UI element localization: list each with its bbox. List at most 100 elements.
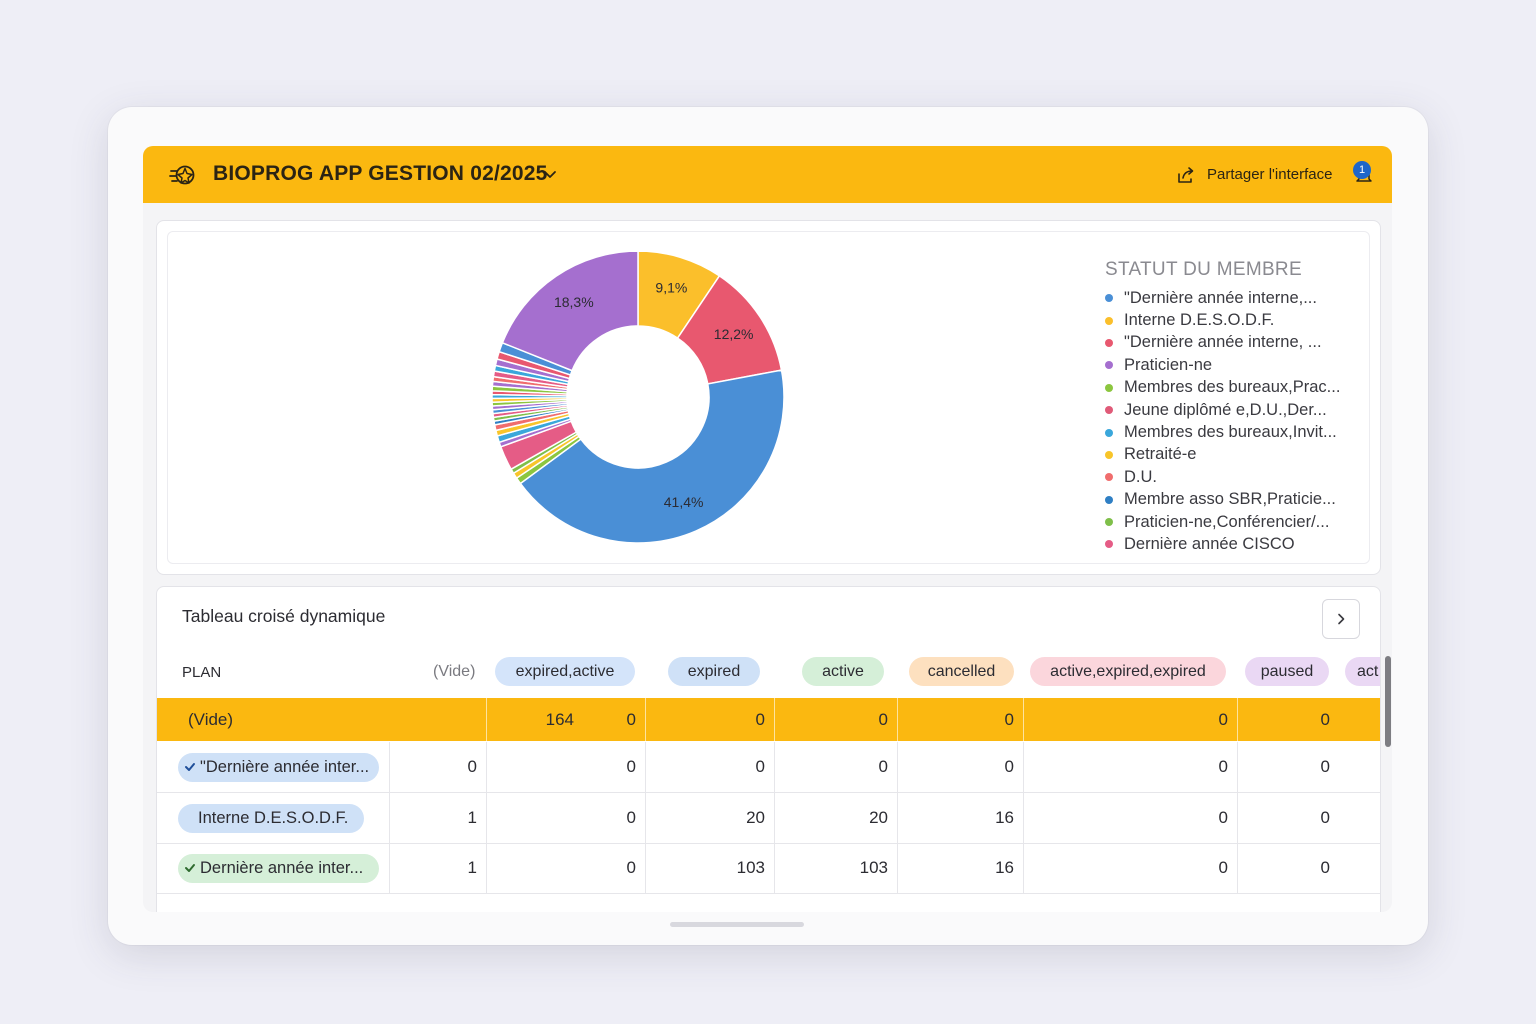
- legend-label: Praticien-ne,Conférencier/...: [1124, 512, 1330, 531]
- legend-item[interactable]: "Dernière année interne,...: [1105, 287, 1375, 309]
- table-cell[interactable]: 0: [897, 742, 1023, 792]
- legend-label: D.U.: [1124, 467, 1157, 486]
- legend-dot-icon: [1105, 316, 1113, 325]
- check-icon: [185, 864, 195, 872]
- column-header[interactable]: active,expired,expired: [1030, 657, 1226, 686]
- row-label-chip[interactable]: Dernière année inter...: [178, 853, 379, 883]
- column-header[interactable]: (Vide): [433, 663, 476, 680]
- legend-item[interactable]: D.U.: [1105, 466, 1375, 488]
- table-cell[interactable]: 0: [486, 698, 645, 741]
- table-cell[interactable]: 0: [486, 793, 645, 843]
- next-page-button[interactable]: [1322, 599, 1360, 639]
- legend-item[interactable]: "Dernière année interne, ...: [1105, 332, 1375, 354]
- home-indicator: [670, 922, 804, 927]
- share-icon[interactable]: [1177, 166, 1195, 184]
- table-cell[interactable]: 0: [774, 698, 897, 741]
- table-cell[interactable]: 0: [1023, 843, 1237, 893]
- table-cell[interactable]: 1: [389, 843, 486, 893]
- legend-dot-icon: [1105, 338, 1113, 347]
- table-row[interactable]: Dernière année inter... 1 0 103 103 16 0 0: [157, 843, 1380, 894]
- table-cell[interactable]: 0: [486, 742, 645, 792]
- table-cell[interactable]: 0: [1237, 793, 1339, 843]
- table-cell[interactable]: 16: [897, 793, 1023, 843]
- table-cell[interactable]: 103: [774, 843, 897, 893]
- table-cell[interactable]: 0: [1023, 698, 1237, 741]
- table-row[interactable]: "Dernière année inter... 0 0 0 0 0 0 0: [157, 742, 1380, 793]
- legend-label: Membre asso SBR,Praticie...: [1124, 490, 1336, 509]
- table-row[interactable]: (Vide) 164 0 0 0 0 0 0: [157, 698, 1380, 741]
- legend-dot-icon: [1105, 518, 1113, 527]
- column-header[interactable]: paused: [1245, 657, 1329, 686]
- table-cell[interactable]: 0: [486, 843, 645, 893]
- legend-dot-icon: [1105, 406, 1113, 415]
- row-label-text: Interne D.E.S.O.D.F.: [198, 808, 349, 827]
- app-title[interactable]: BIOPROG APP GESTION 02/2025: [213, 162, 548, 185]
- chart-legend: STATUT DU MEMBRE "Dernière année interne…: [1105, 259, 1375, 556]
- row-label[interactable]: (Vide): [188, 709, 234, 729]
- legend-dot-icon: [1105, 428, 1113, 437]
- app-logo-icon[interactable]: [169, 161, 199, 189]
- column-header[interactable]: act: [1345, 657, 1380, 686]
- legend-item[interactable]: Membres des bureaux,Invit...: [1105, 421, 1375, 443]
- legend-title: STATUT DU MEMBRE: [1105, 259, 1302, 280]
- row-header-plan[interactable]: PLAN: [182, 664, 222, 681]
- table-cell[interactable]: 0: [645, 742, 774, 792]
- legend-item[interactable]: Praticien-ne: [1105, 354, 1375, 376]
- table-cell[interactable]: 0: [1237, 698, 1339, 741]
- slice-label: 9,1%: [655, 279, 687, 295]
- vertical-scrollbar[interactable]: [1385, 656, 1391, 747]
- legend-dot-icon: [1105, 294, 1113, 303]
- table-cell[interactable]: 20: [774, 793, 897, 843]
- legend-item[interactable]: Interne D.E.S.O.D.F.: [1105, 309, 1375, 331]
- pivot-table-card: Tableau croisé dynamique PLAN (Vide) expi…: [156, 586, 1381, 912]
- table-cell[interactable]: 20: [645, 793, 774, 843]
- legend-item[interactable]: Membres des bureaux,Prac...: [1105, 377, 1375, 399]
- legend-label: Membres des bureaux,Invit...: [1124, 423, 1337, 442]
- legend-item[interactable]: Dernière année CISCO: [1105, 533, 1375, 555]
- donut-chart: 9,1% 12,2% 41,4% 18,3%: [491, 252, 785, 544]
- table-cell[interactable]: 0: [645, 698, 774, 741]
- table-cell[interactable]: 103: [645, 843, 774, 893]
- column-header[interactable]: active: [802, 657, 884, 686]
- table-cell[interactable]: 16: [897, 843, 1023, 893]
- table-cell[interactable]: 0: [1023, 742, 1237, 792]
- legend-item[interactable]: Membre asso SBR,Praticie...: [1105, 489, 1375, 511]
- chart-card: 9,1% 12,2% 41,4% 18,3% STATUT DU MEMBRE "De…: [156, 220, 1381, 575]
- legend-item[interactable]: Retraité-e: [1105, 444, 1375, 466]
- donut-slice[interactable]: [501, 252, 639, 372]
- notification-badge[interactable]: 1: [1353, 161, 1371, 179]
- share-interface-button[interactable]: Partager l'interface: [1207, 166, 1333, 183]
- column-header[interactable]: expired,active: [495, 657, 635, 686]
- table-cell[interactable]: 0: [897, 698, 1023, 741]
- legend-dot-icon: [1105, 495, 1113, 504]
- legend-item[interactable]: Praticien-ne,Conférencier/...: [1105, 511, 1375, 533]
- row-label-chip[interactable]: "Dernière année inter...: [178, 752, 379, 782]
- table-cell[interactable]: 0: [1237, 843, 1339, 893]
- legend-dot-icon: [1105, 473, 1113, 482]
- row-label-text: Dernière année inter...: [200, 858, 364, 877]
- app-screen: BIOPROG APP GESTION 02/2025 Partager l'i…: [143, 146, 1392, 912]
- legend-label: "Dernière année interne,...: [1124, 288, 1317, 307]
- table-cell[interactable]: 0: [389, 742, 486, 792]
- table-cell[interactable]: 0: [774, 742, 897, 792]
- legend-dot-icon: [1105, 540, 1113, 549]
- donut-slice[interactable]: [519, 369, 785, 544]
- column-header[interactable]: cancelled: [909, 657, 1014, 686]
- legend-item[interactable]: Jeune diplômé e,D.U.,Der...: [1105, 399, 1375, 421]
- legend-label: Dernière année CISCO: [1124, 534, 1295, 553]
- table-cell[interactable]: 0: [1023, 793, 1237, 843]
- check-icon: [185, 763, 195, 771]
- legend-dot-icon: [1105, 450, 1113, 459]
- table-cell[interactable]: 0: [1237, 742, 1339, 792]
- legend-label: Jeune diplômé e,D.U.,Der...: [1124, 400, 1327, 419]
- chart-panel: 9,1% 12,2% 41,4% 18,3% STATUT DU MEMBRE "De…: [167, 231, 1370, 564]
- legend-label: Retraité-e: [1124, 445, 1197, 464]
- table-cell[interactable]: 1: [389, 793, 486, 843]
- table-row[interactable]: Interne D.E.S.O.D.F. 1 0 20 20 16 0 0: [157, 793, 1380, 844]
- table-cell[interactable]: 164: [545, 709, 574, 729]
- legend-label: Praticien-ne: [1124, 355, 1213, 374]
- row-label-chip[interactable]: Interne D.E.S.O.D.F.: [178, 803, 364, 833]
- legend-label: "Dernière année interne, ...: [1124, 333, 1322, 352]
- chevron-down-icon[interactable]: [543, 167, 557, 181]
- column-header[interactable]: expired: [668, 657, 760, 686]
